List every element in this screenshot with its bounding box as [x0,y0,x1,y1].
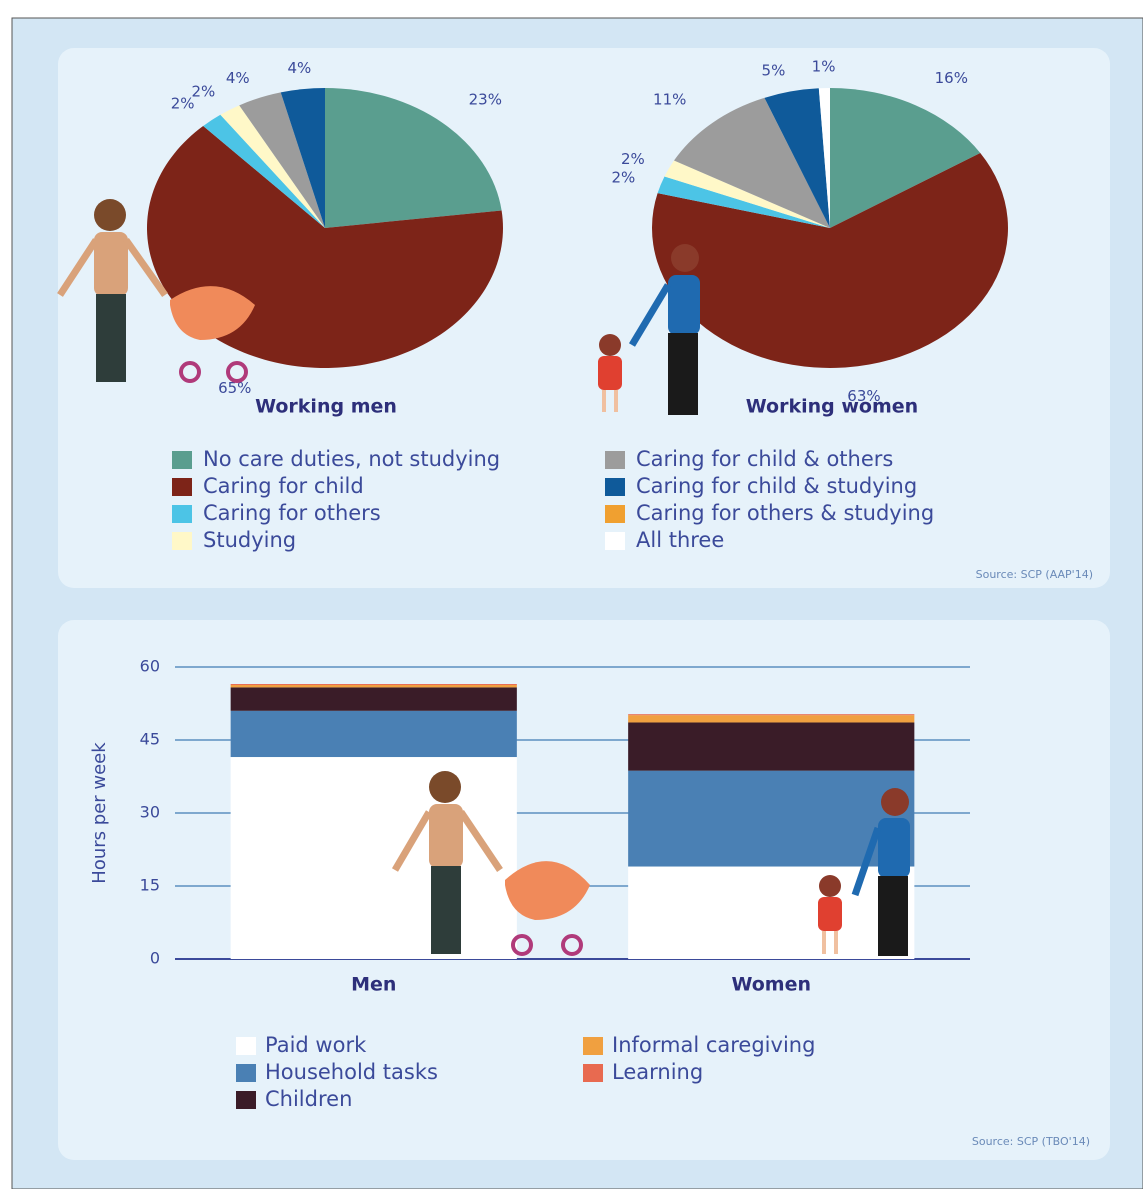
x-tick-label: Men [351,974,396,996]
pie-slice [239,92,325,228]
legend-label: Paid work [265,1033,367,1057]
bar-segment [628,714,915,716]
value-label: 65% [218,379,251,397]
pie-slice [664,160,830,228]
value-label: 4% [226,69,250,87]
bar-segment [628,715,915,723]
value-label: 11% [653,90,686,108]
y-tick-label: 60 [140,657,160,676]
bar-segment [230,687,517,711]
pie-slice [764,88,830,228]
source: Source: SCP (TBO'14) [972,1135,1090,1148]
y-tick-label: 45 [140,730,160,749]
value-label: 4% [287,59,311,77]
y-tick-label: 30 [140,803,160,822]
y-tick-label: 0 [150,949,160,968]
legend-label: Caring for child [203,474,364,498]
legend-label: Household tasks [265,1060,438,1084]
y-axis-label: Hours per week [89,742,110,884]
value-label: 63% [847,387,880,405]
legend-label: Caring for child & studying [636,474,917,498]
pie-slice [818,88,830,228]
legend-swatch [605,451,625,469]
bar-segment [628,866,915,959]
legend-label: Caring for child & others [636,447,893,471]
legend-swatch [605,505,625,523]
pie-slice [830,88,981,228]
legend-label: Caring for others & studying [636,501,934,525]
pie-slice [220,105,325,228]
value-label: 2% [612,169,636,187]
legend-label: Learning [612,1060,703,1084]
pie-title: Working men [255,396,397,418]
bar-segment [230,684,517,686]
x-tick-label: Women [731,974,811,996]
legend-swatch [172,451,192,469]
value-label: 2% [621,150,645,168]
legend-label: Caring for others [203,501,381,525]
value-label: 2% [171,94,195,112]
value-label: 23% [469,90,502,108]
legend-swatch [236,1064,256,1082]
value-label: 2% [192,83,216,101]
pie-slice [280,88,325,228]
bar-segment [230,757,517,959]
value-label: 5% [762,61,786,79]
y-tick-label: 15 [140,876,160,895]
pie-slice [657,176,830,228]
legend-swatch [605,478,625,496]
bar-segment [230,685,517,688]
pie-slice [325,88,502,228]
legend-label: No care duties, not studying [203,447,500,471]
legend-swatch [172,532,192,550]
legend-swatch [236,1091,256,1109]
legend-swatch [172,505,192,523]
value-label: 1% [812,58,836,76]
legend-swatch [583,1064,603,1082]
pie-title: Working women [746,396,918,418]
legend-swatch [172,478,192,496]
legend-label: All three [636,528,724,552]
bar-segment [628,722,915,771]
pie-slice [674,97,830,228]
pie-slice [652,152,1009,368]
illustration [57,199,910,956]
legend-swatch [605,532,625,550]
legend-swatch [583,1037,603,1055]
value-label: 16% [935,69,968,87]
legend-label: Informal caregiving [612,1033,815,1057]
legend-label: Studying [203,528,296,552]
pie-slice [203,114,325,228]
bar-segment [230,710,517,758]
source: Source: SCP (AAP'14) [976,568,1093,581]
legend-swatch [236,1037,256,1055]
legend-label: Children [265,1087,352,1111]
